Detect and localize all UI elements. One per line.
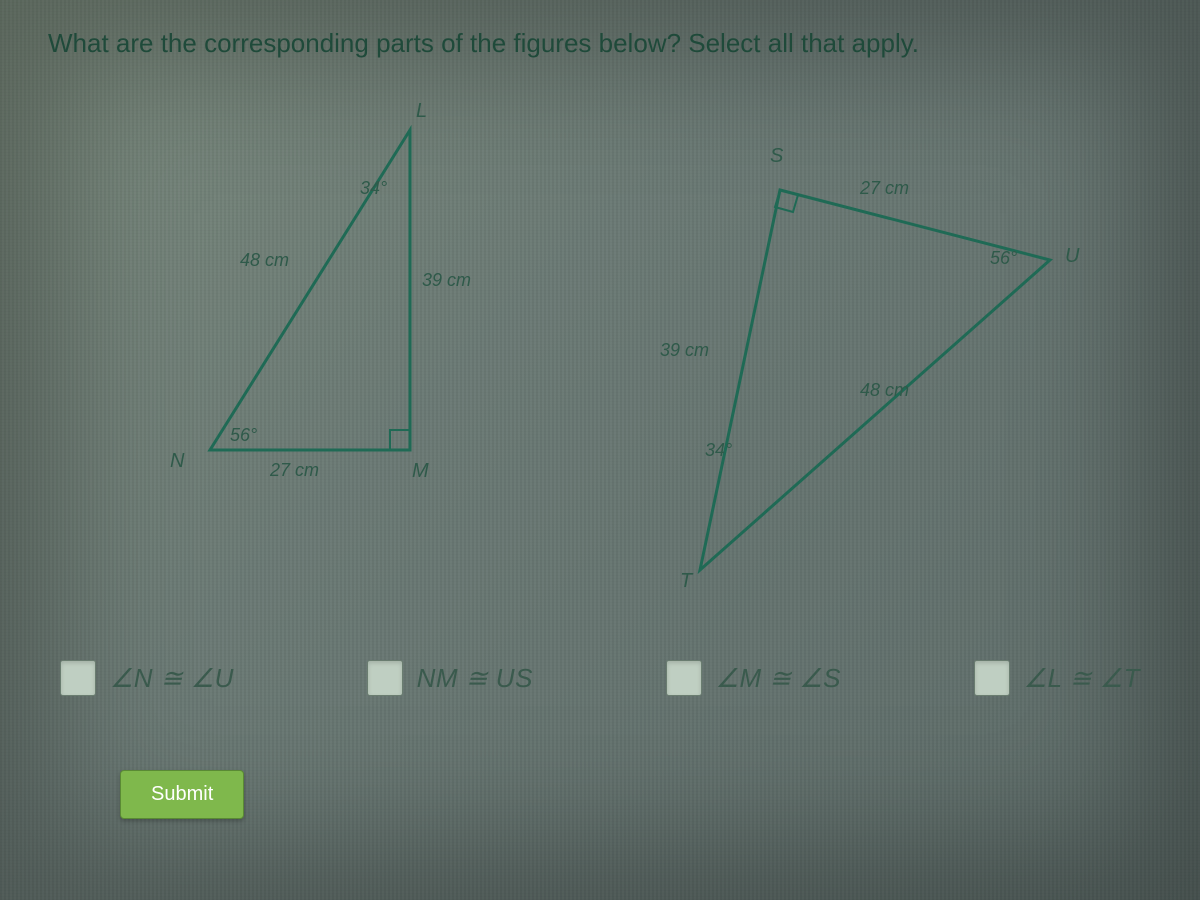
- side-su: 27 cm: [860, 178, 909, 199]
- checkbox-d[interactable]: [974, 660, 1010, 696]
- option-b: NM ≅ US: [367, 660, 533, 696]
- checkbox-b[interactable]: [367, 660, 403, 696]
- vertex-s: S: [770, 145, 783, 168]
- side-nl: 48 cm: [240, 250, 289, 271]
- triangle-stu: [650, 160, 1110, 590]
- vertex-n: N: [170, 450, 184, 473]
- side-nm: 27 cm: [270, 460, 319, 481]
- option-a-label: ∠N ≅ ∠U: [110, 663, 234, 694]
- figure-area: L M N 34° 56° 48 cm 39 cm 27 cm S U T 27…: [70, 100, 1130, 620]
- vertex-m: M: [412, 460, 429, 483]
- angle-u: 56°: [990, 248, 1017, 269]
- option-b-label: NM ≅ US: [417, 663, 533, 694]
- vertex-t: T: [680, 570, 692, 593]
- checkbox-a[interactable]: [60, 660, 96, 696]
- option-c-label: ∠M ≅ ∠S: [716, 663, 841, 694]
- side-lm: 39 cm: [422, 270, 471, 291]
- angle-l: 34°: [360, 178, 387, 199]
- option-d-label: ∠L ≅ ∠T: [1024, 663, 1140, 694]
- checkbox-c[interactable]: [666, 660, 702, 696]
- answer-row: ∠N ≅ ∠U NM ≅ US ∠M ≅ ∠S ∠L ≅ ∠T: [60, 660, 1140, 696]
- angle-n: 56°: [230, 425, 257, 446]
- vertex-u: U: [1065, 245, 1079, 268]
- option-c: ∠M ≅ ∠S: [666, 660, 841, 696]
- vertex-l: L: [416, 100, 427, 123]
- side-tu: 48 cm: [860, 380, 909, 401]
- submit-button[interactable]: Submit: [120, 770, 244, 819]
- option-a: ∠N ≅ ∠U: [60, 660, 234, 696]
- option-d: ∠L ≅ ∠T: [974, 660, 1140, 696]
- angle-t: 34°: [705, 440, 732, 461]
- question-text: What are the corresponding parts of the …: [48, 28, 919, 59]
- triangle-lmn: [150, 110, 450, 490]
- side-st: 39 cm: [660, 340, 709, 361]
